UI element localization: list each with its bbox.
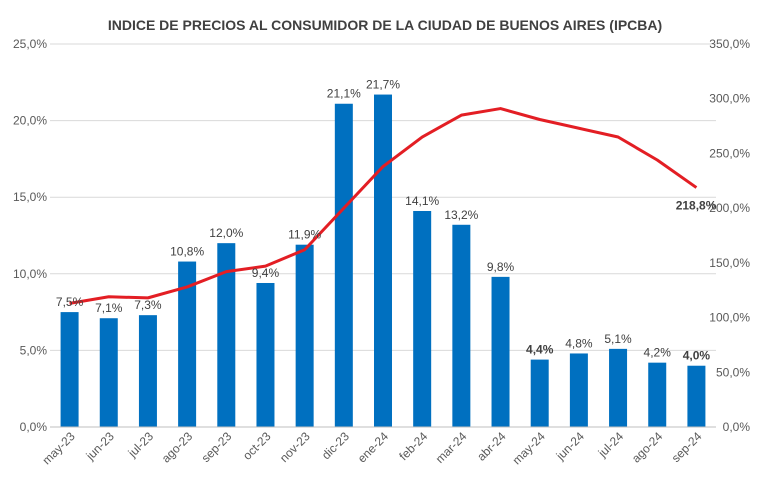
y-axis-right: 0,0% 50,0% 100,0% 150,0% 200,0% 250,0% 300,0% 3…	[709, 37, 750, 434]
y-left-tick-label: 20,0%	[13, 114, 47, 128]
bar-data-label: 9,8%	[487, 260, 515, 274]
bar-data-label: 12,0%	[209, 226, 243, 240]
x-tick-label: jul-24	[595, 429, 627, 461]
x-tick-label: jun-23	[83, 429, 117, 463]
x-tick-label: ago-23	[159, 429, 196, 466]
y-right-tick-label: 50,0%	[716, 365, 750, 379]
x-tick-label: sep-23	[199, 429, 235, 465]
bar	[530, 359, 549, 427]
bar-data-label: 4,0%	[683, 349, 711, 363]
bar	[569, 353, 588, 427]
x-tick-label: may-23	[40, 429, 78, 467]
x-tick-label: nov-23	[277, 429, 313, 465]
bar-data-label: 21,7%	[366, 78, 400, 92]
bar-data-label: 9,4%	[252, 266, 280, 280]
x-tick-label: abr-24	[474, 429, 509, 464]
y-right-tick-label: 0,0%	[723, 420, 751, 434]
bar-data-label: 21,1%	[327, 87, 361, 101]
line-series	[69, 107, 698, 305]
x-tick-label: jul-23	[125, 429, 157, 461]
bar	[295, 244, 314, 427]
y-right-tick-label: 200,0%	[709, 201, 750, 215]
bar	[217, 243, 236, 427]
bar-data-label: 5,1%	[604, 332, 632, 346]
bar-data-label: 14,1%	[405, 194, 439, 208]
cumulative-line	[69, 107, 698, 305]
bar-data-label: 7,3%	[134, 298, 162, 312]
x-tick-label: may-24	[510, 429, 548, 467]
bar-data-label: 4,2%	[644, 346, 672, 360]
bar	[99, 318, 118, 427]
bar	[334, 103, 353, 428]
bar-data-label: 11,9%	[288, 228, 321, 242]
y-right-tick-label: 100,0%	[709, 311, 750, 325]
x-tick-label: dic-23	[319, 429, 352, 462]
x-tick-label: ene-24	[355, 429, 392, 466]
y-right-tick-label: 150,0%	[709, 256, 750, 270]
y-left-tick-label: 5,0%	[20, 343, 48, 357]
bar	[648, 362, 667, 427]
bar	[452, 224, 471, 427]
bar-data-label: 4,8%	[565, 336, 593, 350]
y-right-tick-label: 350,0%	[709, 37, 750, 51]
line-end-label: 218,8%	[676, 199, 717, 213]
x-tick-label: feb-24	[396, 429, 430, 463]
x-tick-label: ago-24	[629, 429, 666, 466]
bar	[491, 276, 510, 427]
y-left-tick-label: 15,0%	[13, 190, 47, 204]
bar	[60, 312, 79, 427]
y-left-tick-label: 25,0%	[13, 37, 47, 51]
bars	[60, 94, 706, 428]
x-tick-label: oct-23	[240, 429, 274, 463]
y-left-tick-label: 0,0%	[20, 420, 48, 434]
bar	[138, 315, 157, 427]
y-left-tick-label: 10,0%	[13, 267, 47, 281]
bar	[256, 282, 275, 427]
x-axis: may-23 jun-23 jul-23 ago-23 sep-23 oct-23 nov-…	[40, 426, 716, 467]
bar	[609, 348, 628, 427]
bar	[178, 261, 197, 427]
chart-title: INDICE DE PRECIOS AL CONSUMIDOR DE LA CI…	[108, 17, 662, 33]
y-right-tick-label: 300,0%	[709, 92, 750, 106]
x-tick-label: jun-24	[553, 429, 587, 463]
bar-data-label: 7,5%	[56, 295, 84, 309]
bar-data-label: 13,2%	[444, 208, 478, 222]
bar	[374, 94, 392, 427]
bar-data-label: 10,8%	[170, 245, 204, 259]
bar-data-label: 7,1%	[95, 301, 123, 315]
data-labels: 7,5% 7,1% 7,3% 10,8% 12,0% 9,4% 11,9% 21,1% 21,7…	[56, 78, 717, 363]
bar-data-label: 4,4%	[526, 343, 554, 357]
x-tick-label: mar-24	[433, 429, 470, 466]
x-tick-label: sep-24	[669, 429, 705, 465]
bar	[413, 210, 432, 427]
y-axis-left: 0,0% 5,0% 10,0% 15,0% 20,0% 25,0%	[13, 37, 47, 434]
bar	[687, 365, 706, 427]
y-right-tick-label: 250,0%	[709, 146, 750, 160]
